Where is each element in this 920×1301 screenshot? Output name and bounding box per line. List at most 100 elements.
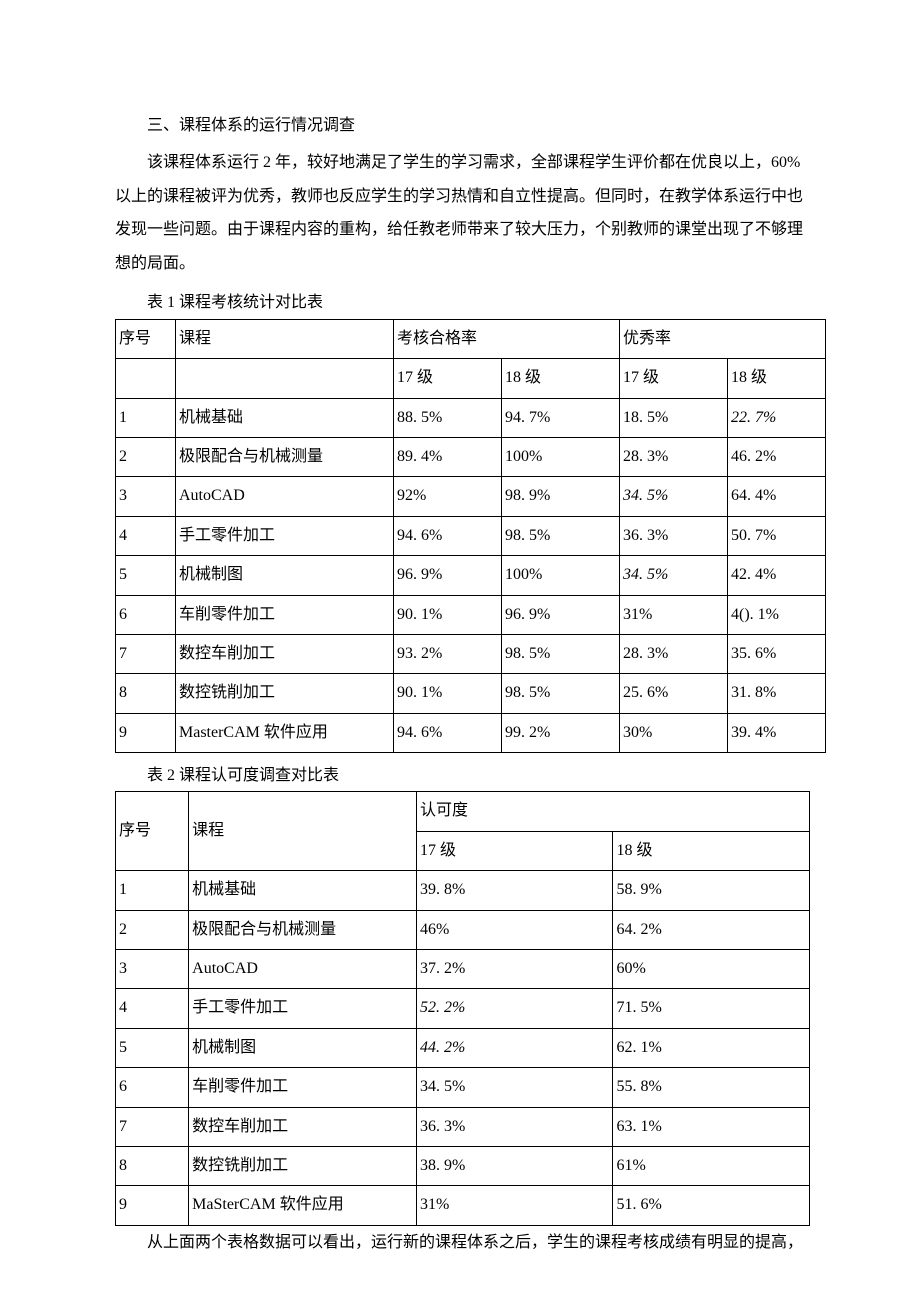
cell-seq: 9 bbox=[116, 713, 176, 752]
t1-h-course: 课程 bbox=[176, 319, 394, 358]
table-row: 4手工零件加工94. 6%98. 5%36. 3%50. 7% bbox=[116, 516, 826, 555]
cell-exc18: 31. 8% bbox=[728, 674, 826, 713]
cell-exc18: 39. 4% bbox=[728, 713, 826, 752]
t2-h-18: 18 级 bbox=[613, 831, 810, 870]
cell-course: 数控车削加工 bbox=[176, 634, 394, 673]
cell-v18: 58. 9% bbox=[613, 871, 810, 910]
cell-exc17: 34. 5% bbox=[620, 556, 728, 595]
cell-seq: 4 bbox=[116, 989, 189, 1028]
cell-pass17: 96. 9% bbox=[394, 556, 502, 595]
table-row: 2极限配合与机械测量89. 4%100%28. 3%46. 2% bbox=[116, 437, 826, 476]
cell-pass18: 98. 5% bbox=[502, 634, 620, 673]
cell-v17: 46% bbox=[417, 910, 613, 949]
table-row: 5机械制图96. 9%100%34. 5%42. 4% bbox=[116, 556, 826, 595]
cell-v17: 31% bbox=[417, 1186, 613, 1225]
table-row: 7数控车削加工36. 3%63. 1% bbox=[116, 1107, 810, 1146]
footer-text: 从上面两个表格数据可以看出，运行新的课程体系之后，学生的课程考核成绩有明显的提高… bbox=[115, 1228, 810, 1258]
cell-course: 机械基础 bbox=[176, 398, 394, 437]
t2-h-course: 课程 bbox=[189, 792, 417, 871]
cell-seq: 2 bbox=[116, 910, 189, 949]
t2-h-approval: 认可度 bbox=[417, 792, 810, 831]
cell-seq: 1 bbox=[116, 871, 189, 910]
t1-h-empty1 bbox=[116, 359, 176, 398]
cell-v18: 51. 6% bbox=[613, 1186, 810, 1225]
t1-h-pass17: 17 级 bbox=[394, 359, 502, 398]
cell-pass17: 92% bbox=[394, 477, 502, 516]
cell-exc17: 31% bbox=[620, 595, 728, 634]
table-row: 8数控铣削加工90. 1%98. 5%25. 6%31. 8% bbox=[116, 674, 826, 713]
cell-pass18: 98. 5% bbox=[502, 516, 620, 555]
table-row: 3AutoCAD37. 2%60% bbox=[116, 950, 810, 989]
cell-pass17: 89. 4% bbox=[394, 437, 502, 476]
table2-caption: 表 2 课程认可度调查对比表 bbox=[115, 761, 810, 791]
cell-pass17: 90. 1% bbox=[394, 595, 502, 634]
cell-course: 极限配合与机械测量 bbox=[189, 910, 417, 949]
cell-course: 手工零件加工 bbox=[189, 989, 417, 1028]
cell-course: 数控铣削加工 bbox=[189, 1146, 417, 1185]
table-row: 3AutoCAD92%98. 9%34. 5%64. 4% bbox=[116, 477, 826, 516]
cell-exc18: 4(). 1% bbox=[728, 595, 826, 634]
cell-v17: 37. 2% bbox=[417, 950, 613, 989]
t2-h-seq: 序号 bbox=[116, 792, 189, 871]
cell-seq: 2 bbox=[116, 437, 176, 476]
table-row: 1机械基础88. 5%94. 7%18. 5%22. 7% bbox=[116, 398, 826, 437]
cell-exc18: 50. 7% bbox=[728, 516, 826, 555]
t1-h-seq: 序号 bbox=[116, 319, 176, 358]
cell-exc17: 28. 3% bbox=[620, 634, 728, 673]
cell-v18: 60% bbox=[613, 950, 810, 989]
cell-exc17: 34. 5% bbox=[620, 477, 728, 516]
cell-seq: 6 bbox=[116, 595, 176, 634]
cell-course: MaSterCAM 软件应用 bbox=[189, 1186, 417, 1225]
cell-exc17: 28. 3% bbox=[620, 437, 728, 476]
cell-course: 数控车削加工 bbox=[189, 1107, 417, 1146]
cell-course: MasterCAM 软件应用 bbox=[176, 713, 394, 752]
cell-v17: 52. 2% bbox=[417, 989, 613, 1028]
cell-pass18: 100% bbox=[502, 556, 620, 595]
cell-course: 机械基础 bbox=[189, 871, 417, 910]
cell-seq: 8 bbox=[116, 674, 176, 713]
t1-h-exc17: 17 级 bbox=[620, 359, 728, 398]
t1-h-exc: 优秀率 bbox=[620, 319, 826, 358]
cell-course: AutoCAD bbox=[189, 950, 417, 989]
section-heading: 三、课程体系的运行情况调查 bbox=[115, 110, 810, 142]
cell-pass17: 94. 6% bbox=[394, 516, 502, 555]
cell-course: 机械制图 bbox=[189, 1028, 417, 1067]
cell-seq: 7 bbox=[116, 1107, 189, 1146]
cell-pass18: 98. 5% bbox=[502, 674, 620, 713]
cell-course: AutoCAD bbox=[176, 477, 394, 516]
cell-course: 车削零件加工 bbox=[189, 1068, 417, 1107]
cell-pass18: 96. 9% bbox=[502, 595, 620, 634]
cell-seq: 3 bbox=[116, 950, 189, 989]
t1-h-empty2 bbox=[176, 359, 394, 398]
cell-pass18: 99. 2% bbox=[502, 713, 620, 752]
table-row: 9MaSterCAM 软件应用31%51. 6% bbox=[116, 1186, 810, 1225]
table-row: 6车削零件加工90. 1%96. 9%31%4(). 1% bbox=[116, 595, 826, 634]
cell-pass17: 93. 2% bbox=[394, 634, 502, 673]
cell-seq: 6 bbox=[116, 1068, 189, 1107]
cell-exc17: 18. 5% bbox=[620, 398, 728, 437]
t1-h-exc18: 18 级 bbox=[728, 359, 826, 398]
cell-pass18: 98. 9% bbox=[502, 477, 620, 516]
table1: 序号课程考核合格率优秀率17 级18 级17 级18 级1机械基础88. 5%9… bbox=[115, 319, 826, 753]
table-row: 7数控车削加工93. 2%98. 5%28. 3%35. 6% bbox=[116, 634, 826, 673]
table-row: 8数控铣削加工38. 9%61% bbox=[116, 1146, 810, 1185]
cell-v17: 44. 2% bbox=[417, 1028, 613, 1067]
cell-v17: 39. 8% bbox=[417, 871, 613, 910]
cell-exc18: 42. 4% bbox=[728, 556, 826, 595]
cell-seq: 3 bbox=[116, 477, 176, 516]
table-row: 2极限配合与机械测量46%64. 2% bbox=[116, 910, 810, 949]
cell-exc18: 22. 7% bbox=[728, 398, 826, 437]
cell-seq: 8 bbox=[116, 1146, 189, 1185]
t2-h-17: 17 级 bbox=[417, 831, 613, 870]
cell-v17: 38. 9% bbox=[417, 1146, 613, 1185]
cell-exc17: 30% bbox=[620, 713, 728, 752]
table-row: 1机械基础39. 8%58. 9% bbox=[116, 871, 810, 910]
cell-v17: 36. 3% bbox=[417, 1107, 613, 1146]
table-row: 6车削零件加工34. 5%55. 8% bbox=[116, 1068, 810, 1107]
cell-pass17: 90. 1% bbox=[394, 674, 502, 713]
intro-paragraph: 该课程体系运行 2 年，较好地满足了学生的学习需求，全部课程学生评价都在优良以上… bbox=[115, 146, 810, 280]
table2: 序号课程认可度17 级18 级1机械基础39. 8%58. 9%2极限配合与机械… bbox=[115, 791, 810, 1225]
table-row: 4手工零件加工52. 2%71. 5% bbox=[116, 989, 810, 1028]
cell-exc18: 46. 2% bbox=[728, 437, 826, 476]
cell-exc17: 25. 6% bbox=[620, 674, 728, 713]
